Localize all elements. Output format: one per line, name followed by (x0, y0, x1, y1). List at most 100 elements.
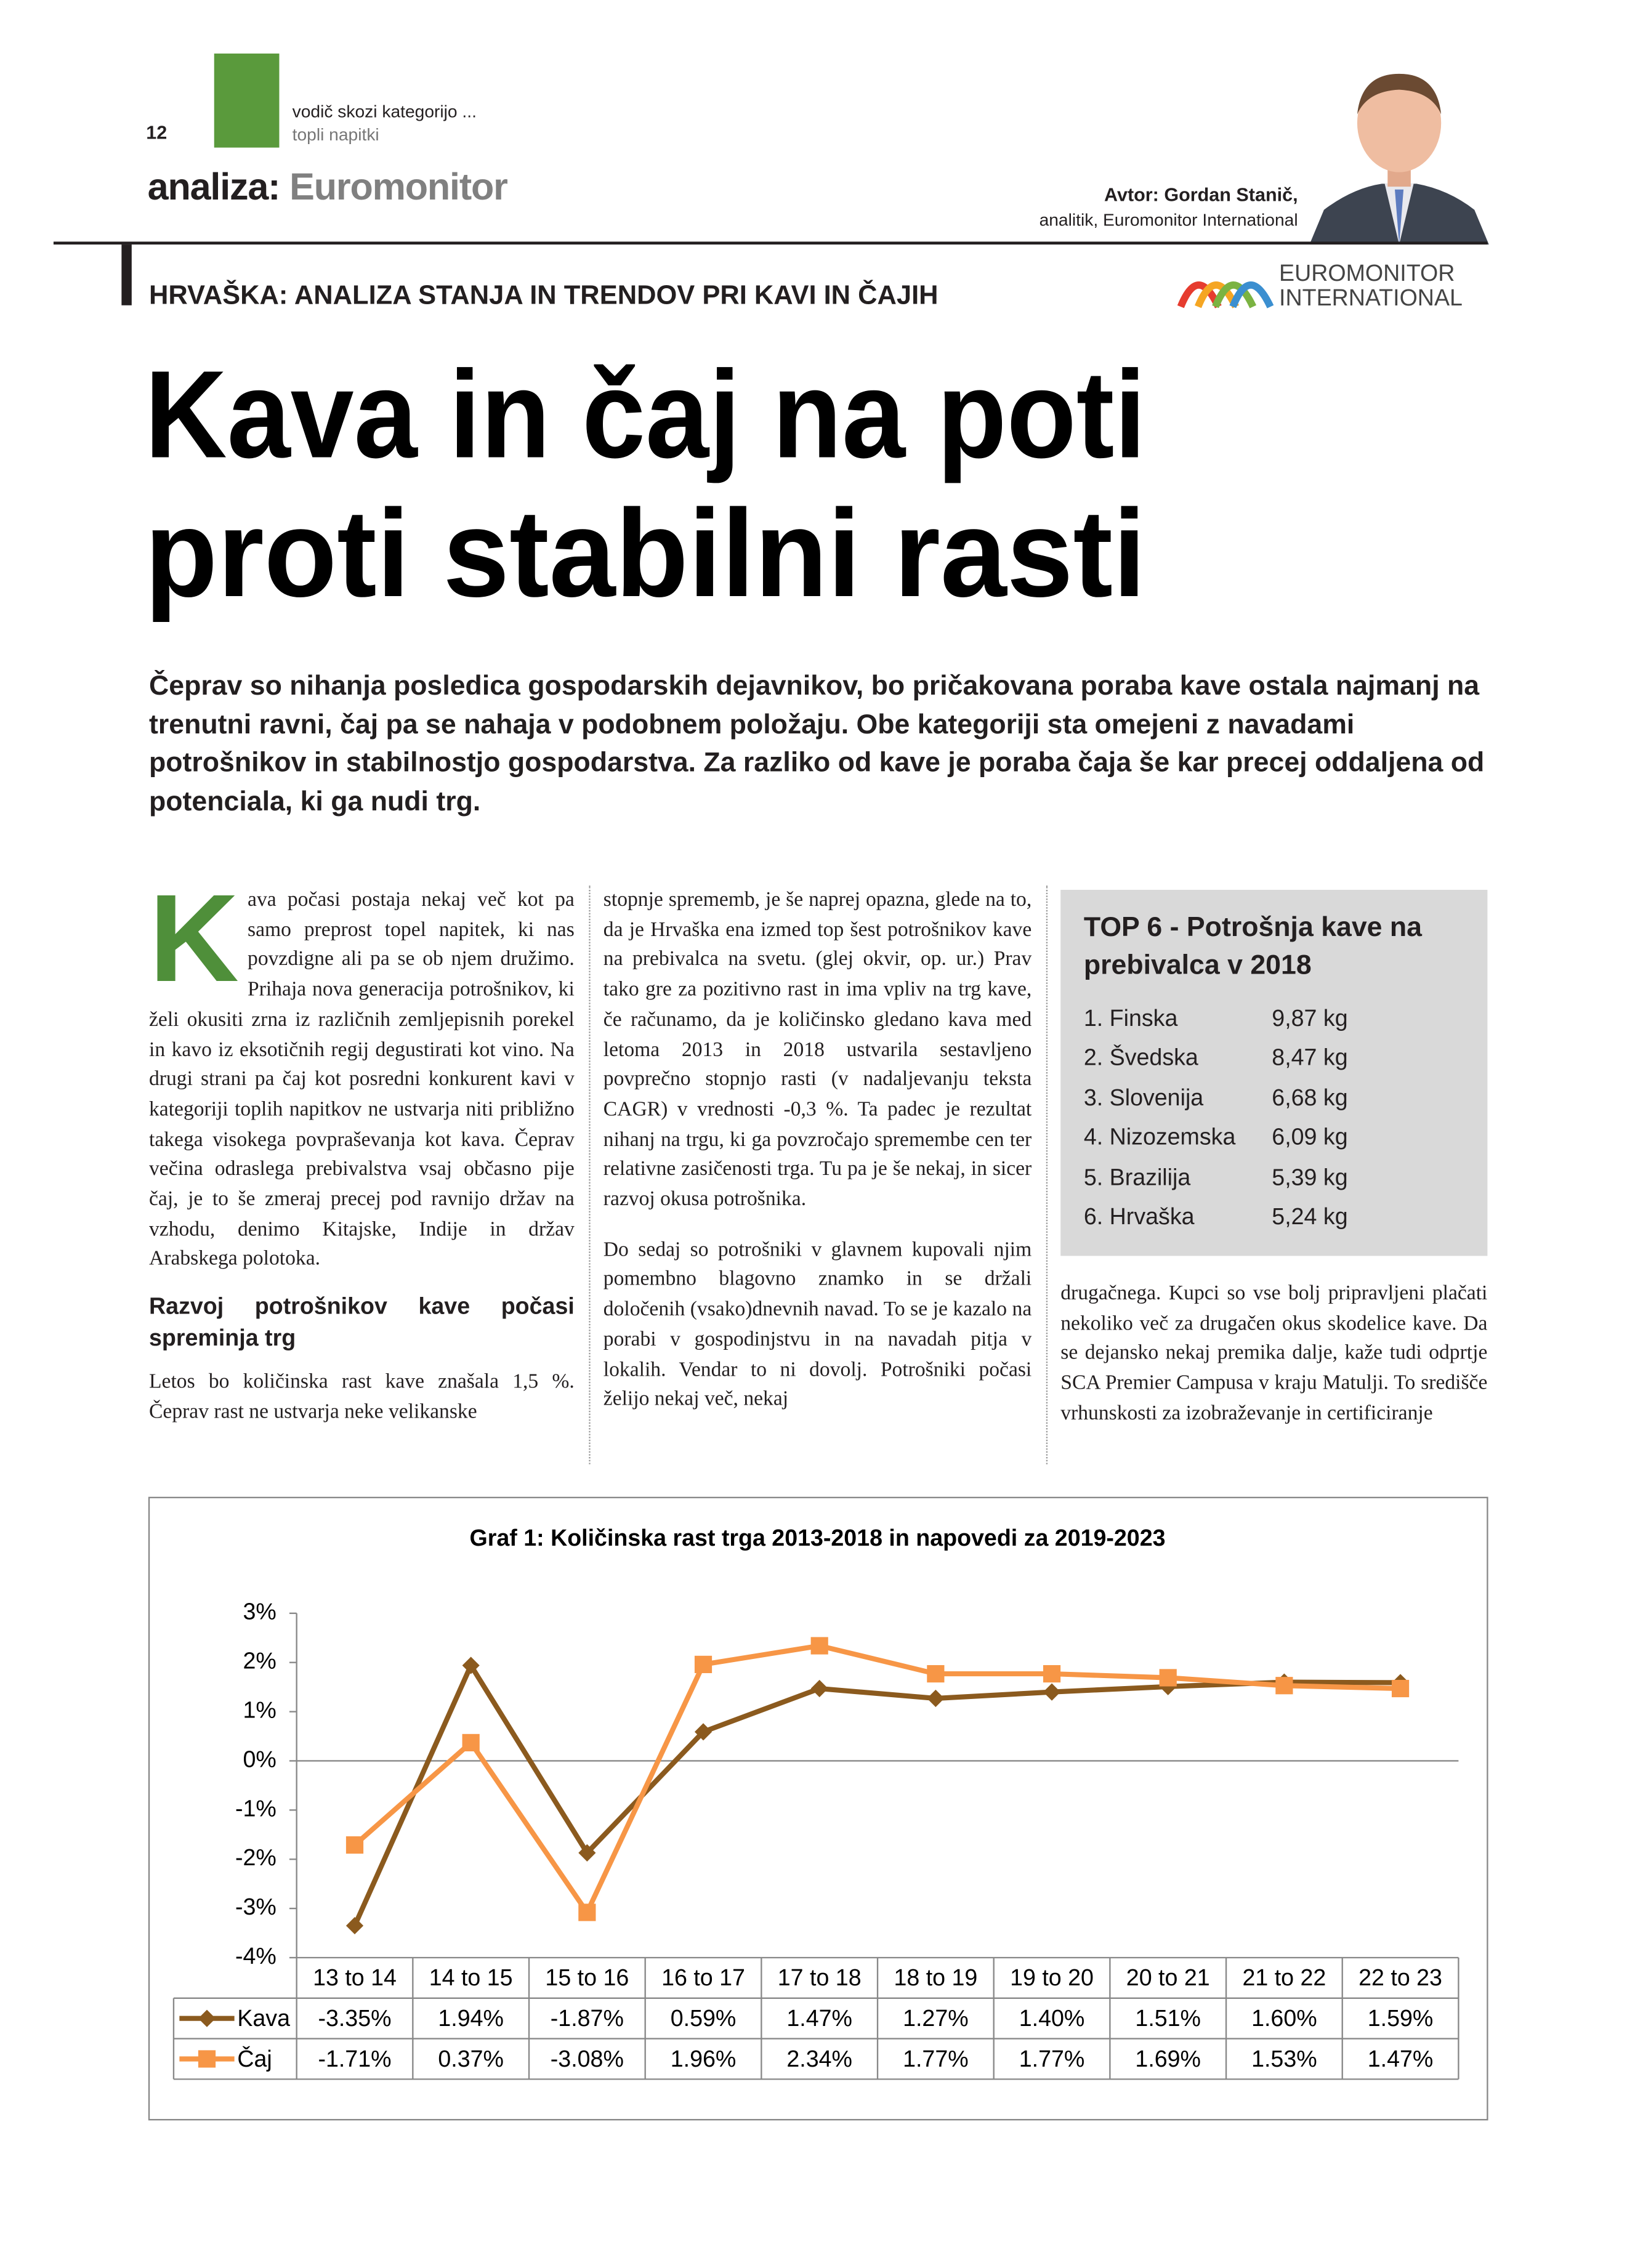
box-title: TOP 6 - Potrošnja kave na prebivalca v 2… (1083, 913, 1423, 982)
page-number: 12 (146, 121, 168, 143)
author-role: analitik, Euromonitor International (1039, 209, 1298, 230)
y-tick-label: -4% (235, 1943, 277, 1969)
value-label: 1.59% (1368, 2005, 1434, 2031)
paragraph: Do sedaj so potrošniki v glavnem kupoval… (603, 1238, 1032, 1411)
box-cell: 1. Finska (1083, 1006, 1178, 1031)
y-tick-label: 0% (243, 1746, 276, 1772)
marker (1159, 1669, 1177, 1687)
chart-title: Graf 1: Količinska rast trga 2013-2018 i… (470, 1525, 1166, 1551)
x-tick-label: 15 to 16 (545, 1964, 629, 1990)
x-tick-label: 17 to 18 (778, 1964, 862, 1990)
value-label: 1.53% (1251, 2046, 1317, 2072)
box-cell: 5,24 kg (1272, 1205, 1348, 1230)
author: Avtor: Gordan Stanič, (1104, 184, 1298, 206)
x-tick-label: 16 to 17 (661, 1964, 745, 1990)
marker (1391, 1679, 1410, 1698)
box-cell: 5. Brazilija (1083, 1166, 1191, 1191)
series-line (353, 1643, 1401, 1918)
marker (462, 1733, 480, 1752)
value-label: 1.27% (903, 2005, 969, 2031)
value-label: 0.59% (671, 2005, 737, 2031)
x-tick-label: 14 to 15 (429, 1964, 513, 1990)
value-label: 1.96% (671, 2046, 737, 2072)
value-label: 1.40% (1019, 2005, 1085, 2031)
section: vodič skozi kategorijo ... (292, 101, 477, 122)
logo-line: EUROMONITOR (1279, 260, 1455, 286)
y-tick-label: 2% (243, 1648, 276, 1674)
series-line (352, 1660, 1401, 1927)
y-tick-label: -1% (235, 1795, 277, 1821)
legend-label: Čaj (237, 2046, 272, 2072)
value-label: 1.77% (903, 2046, 969, 2072)
headline: Kava in čaj na poti proti stabilni rasti (145, 347, 1146, 623)
box-cell: 8,47 kg (1272, 1046, 1348, 1071)
marker (1043, 1683, 1061, 1701)
box-row: 2. Švedska 8,47 kg (1081, 1039, 1434, 1080)
x-tick-label: 18 to 19 (894, 1964, 977, 1990)
value-label: 1.51% (1135, 2005, 1201, 2031)
marker (198, 2050, 216, 2068)
kicker: HRVAŠKA: ANALIZA STANJA IN TRENDOV PRI K… (149, 279, 939, 310)
box-cell: 5,39 kg (1272, 1166, 1348, 1191)
headline-line: proti stabilni rasti (145, 483, 1146, 623)
paragraph: drugačnega. Kupci so vse bolj pripravlje… (1060, 1281, 1488, 1425)
headline-line: Kava in čaj na poti (145, 347, 1146, 484)
x-tick-label: 13 to 14 (313, 1964, 397, 1990)
value-label: 0.37% (438, 2046, 504, 2072)
y-tick-label: 3% (243, 1599, 276, 1624)
author-photo (1309, 73, 1489, 245)
box-cell: 6. Hrvaška (1083, 1205, 1195, 1230)
logo-line: INTERNATIONAL (1279, 285, 1463, 310)
y-tick-label: -3% (235, 1894, 277, 1919)
subhead: Razvoj potrošnikov kave počasi spreminja… (149, 1295, 575, 1352)
column-rule (589, 885, 591, 1464)
rubric-label: analiza: (147, 164, 281, 209)
box-cell: 3. Slovenija (1083, 1086, 1204, 1111)
info-box: TOP 6 - Potrošnja kave na prebivalca v 2… (1060, 890, 1488, 1256)
marker (694, 1655, 713, 1673)
chart-frame (148, 1496, 1488, 2121)
marker (345, 1836, 364, 1854)
marker (462, 1657, 480, 1674)
marker (198, 2009, 216, 2027)
marker (810, 1679, 828, 1698)
box-cell: 6,68 kg (1272, 1086, 1348, 1111)
marker (578, 1903, 596, 1921)
value-label: -1.87% (551, 2005, 624, 2031)
column: drugačnega. Kupci so vse bolj pripravlje… (1060, 1279, 1487, 1442)
lead: Čeprav so nihanja posledica gospodarskih… (149, 671, 1485, 817)
value-label: -1.71% (318, 2046, 391, 2072)
rubric: analiza: Euromonitor (147, 164, 508, 210)
value-label: 1.47% (1368, 2046, 1434, 2072)
header-rule (53, 241, 1488, 245)
box-row: 5. Brazilija 5,39 kg (1081, 1159, 1434, 1199)
value-label: 1.94% (438, 2005, 504, 2031)
value-label: 1.77% (1019, 2046, 1085, 2072)
logo: EUROMONITOR INTERNATIONAL (1177, 260, 1463, 310)
x-tick-label: 20 to 21 (1126, 1964, 1210, 1990)
paragraph: stopnje sprememb, je še naprej opazna, g… (603, 888, 1032, 1211)
x-tick-label: 22 to 23 (1358, 1964, 1442, 1990)
box-cell: 9,87 kg (1272, 1006, 1348, 1031)
value-label: 1.60% (1251, 2005, 1317, 2031)
legend-label: Kava (237, 2005, 290, 2031)
paragraph: ava počasi postaja nekaj več kot pa samo… (149, 888, 575, 1271)
subsection: topli napitki (292, 124, 379, 145)
box-cell: 6,09 kg (1272, 1126, 1348, 1151)
marker (1043, 1665, 1061, 1683)
value-label: 1.69% (1135, 2046, 1201, 2072)
box-row: 4. Nizozemska 6,09 kg (1081, 1119, 1434, 1159)
box-cell: 2. Švedska (1083, 1046, 1198, 1071)
rubric-source: Euromonitor (289, 164, 508, 209)
box-row: 1. Finska 9,87 kg (1081, 1000, 1434, 1040)
y-tick-label: -2% (235, 1844, 277, 1870)
box-cell: 4. Nizozemska (1083, 1126, 1236, 1151)
box-row: 3. Slovenija 6,68 kg (1081, 1080, 1434, 1120)
y-tick-label: 1% (243, 1697, 276, 1723)
paragraph: Letos bo količinska rast kave znašala 1,… (149, 1370, 575, 1424)
marker (927, 1665, 945, 1683)
box-table: 1. Finska 9,87 kg 2. Švedska 8,47 kg 3. Slov… (1081, 1000, 1434, 1239)
value-label: 1.47% (786, 2005, 852, 2031)
marker (694, 1723, 713, 1741)
